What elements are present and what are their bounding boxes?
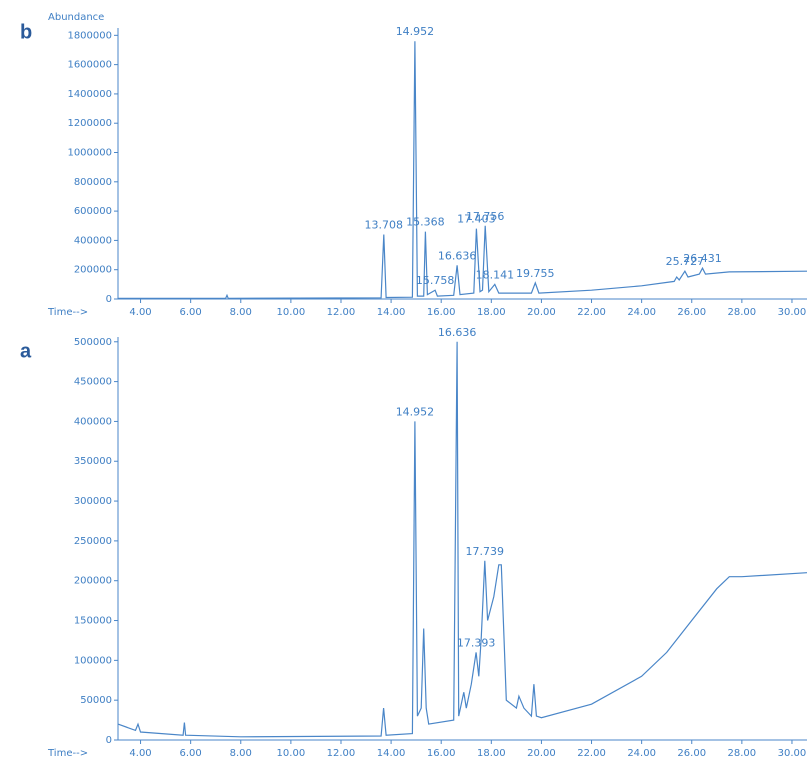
- x-tick-label: 18.00: [477, 748, 506, 759]
- x-tick-label: 18.00: [477, 307, 506, 318]
- y-tick-label: 350000: [74, 456, 112, 467]
- y-tick-label: 1600000: [67, 60, 112, 71]
- peak-label: 18.141: [476, 268, 515, 281]
- peak-label: 17.756: [466, 210, 505, 223]
- y-tick-label: 400000: [74, 416, 112, 427]
- x-axis-label: Time-->: [47, 748, 88, 759]
- y-tick-label: 500000: [74, 337, 112, 348]
- x-tick-label: 20.00: [527, 307, 556, 318]
- x-tick-label: 6.00: [180, 307, 202, 318]
- x-tick-label: 28.00: [728, 307, 757, 318]
- trace: [118, 41, 807, 299]
- y-tick-label: 0: [106, 294, 112, 305]
- x-tick-label: 28.00: [728, 748, 757, 759]
- y-tick-label: 450000: [74, 377, 112, 388]
- peak-label: 14.952: [396, 405, 435, 418]
- peak-label: 16.636: [438, 326, 477, 339]
- x-tick-label: 26.00: [677, 748, 706, 759]
- peak-label: 16.636: [438, 249, 477, 262]
- y-tick-label: 1400000: [67, 89, 112, 100]
- y-tick-label: 0: [106, 735, 112, 746]
- y-tick-label: 100000: [74, 655, 112, 666]
- x-axis-label: Time-->: [47, 307, 88, 318]
- peak-label: 26.431: [683, 252, 722, 265]
- x-tick-label: 6.00: [180, 748, 202, 759]
- peak-label: 13.708: [365, 219, 404, 232]
- y-tick-label: 200000: [74, 265, 112, 276]
- y-tick-label: 800000: [74, 177, 112, 188]
- x-tick-label: 10.00: [277, 307, 306, 318]
- y-tick-label: 200000: [74, 576, 112, 587]
- y-tick-label: 50000: [80, 695, 112, 706]
- x-tick-label: 24.00: [627, 307, 656, 318]
- y-axis-label: Abundance: [48, 12, 104, 23]
- x-tick-label: 8.00: [230, 307, 252, 318]
- y-tick-label: 1200000: [67, 118, 112, 129]
- x-tick-label: 22.00: [577, 307, 606, 318]
- y-tick-label: 1000000: [67, 148, 112, 159]
- x-tick-label: 12.00: [327, 307, 356, 318]
- peak-label: 14.952: [396, 25, 435, 38]
- peak-label: 15.758: [416, 274, 455, 287]
- x-tick-label: 4.00: [129, 748, 151, 759]
- panel-label: b: [20, 21, 32, 43]
- x-tick-label: 30.00: [778, 307, 807, 318]
- y-tick-label: 250000: [74, 536, 112, 547]
- x-tick-label: 22.00: [577, 748, 606, 759]
- trace: [117, 341, 807, 738]
- y-tick-label: 600000: [74, 206, 112, 217]
- peak-label: 15.368: [406, 216, 445, 229]
- x-tick-label: 14.00: [377, 748, 406, 759]
- x-tick-label: 30.00: [778, 748, 807, 759]
- x-tick-label: 10.00: [277, 748, 306, 759]
- y-tick-label: 400000: [74, 235, 112, 246]
- peak-label: 19.755: [516, 267, 555, 280]
- peak-label: 25.727: [666, 255, 705, 268]
- peak-label: 17.739: [466, 545, 505, 558]
- y-tick-label: 150000: [74, 616, 112, 627]
- peak-label: 17.403: [457, 213, 496, 226]
- x-tick-label: 16.00: [427, 307, 456, 318]
- x-tick-label: 12.00: [327, 748, 356, 759]
- y-tick-label: 300000: [74, 496, 112, 507]
- x-tick-label: 20.00: [527, 748, 556, 759]
- x-tick-label: 8.00: [230, 748, 252, 759]
- y-tick-label: 1800000: [67, 30, 112, 41]
- x-tick-label: 24.00: [627, 748, 656, 759]
- x-tick-label: 26.00: [677, 307, 706, 318]
- x-tick-label: 4.00: [129, 307, 151, 318]
- panel-label: a: [20, 340, 32, 362]
- x-tick-label: 16.00: [427, 748, 456, 759]
- peak-label: 17.393: [457, 636, 496, 649]
- x-tick-label: 14.00: [377, 307, 406, 318]
